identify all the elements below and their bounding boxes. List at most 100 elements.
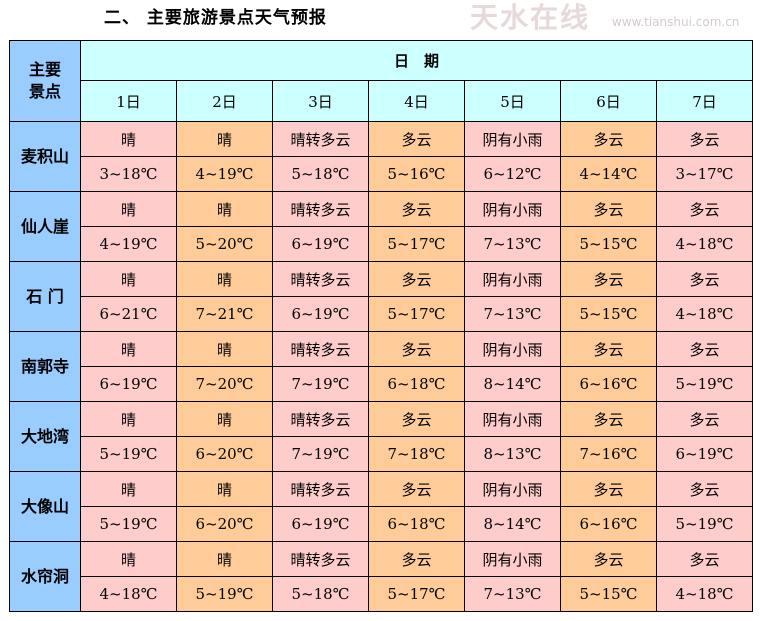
temp-row: 5~19℃ 6~20℃ 7~19℃ 7~18℃ 8~13℃ 7~16℃ 6~19℃ (10, 436, 753, 472)
temp-cell: 6~19℃ (272, 296, 369, 332)
temp-cell: 7~19℃ (272, 366, 369, 402)
weather-cell: 晴转多云 (272, 121, 369, 157)
weather-cell: 晴转多云 (272, 191, 369, 227)
temp-cell: 7~21℃ (176, 296, 273, 332)
weather-cell: 多云 (368, 261, 465, 297)
weather-cell: 多云 (656, 261, 753, 297)
day-header: 6日 (560, 80, 657, 122)
weather-row: 大像山晴晴晴转多云 多云 阴有小雨 多云 多云 (9, 471, 753, 542)
weather-cell: 多云 (368, 191, 465, 227)
watermark-logo: 天水在线 (470, 1, 591, 34)
temp-row: 3~18℃ 4~19℃ 5~18℃ 5~16℃ 6~12℃ 4~14℃ 3~17℃ (10, 156, 753, 192)
weather-cell: 多云 (656, 471, 753, 507)
temp-cell: 6~20℃ (176, 506, 273, 542)
temp-cell: 5~18℃ (272, 576, 369, 612)
weather-cell: 多云 (560, 541, 657, 577)
weather-cell: 多云 (368, 541, 465, 577)
day-header: 3日 (272, 80, 369, 122)
temp-cell: 6~19℃ (656, 436, 753, 472)
temp-cell: 5~19℃ (656, 366, 753, 402)
weather-cell: 多云 (368, 331, 465, 367)
page-title: 二、 主要旅游景点天气预报 (104, 8, 327, 28)
weather-cell: 晴转多云 (272, 471, 369, 507)
day-header: 4日 (368, 80, 465, 122)
weather-cell: 晴转多云 (272, 401, 369, 437)
weather-cell: 晴转多云 (272, 261, 369, 297)
temp-cell: 8~13℃ (464, 436, 561, 472)
weather-cell: 晴 (176, 471, 273, 507)
weather-row: 南郭寺晴晴晴转多云 多云 阴有小雨 多云 多云 (9, 331, 753, 402)
weather-cell: 晴 (80, 261, 177, 297)
weather-cell: 晴 (80, 471, 177, 507)
temp-cell: 3~18℃ (80, 156, 177, 192)
weather-cell: 晴 (176, 331, 273, 367)
temp-cell: 6~19℃ (272, 506, 369, 542)
weather-cell: 多云 (656, 401, 753, 437)
weather-row: 大地湾晴晴晴转多云 多云 阴有小雨 多云 多云 (9, 401, 753, 472)
weather-cell: 多云 (560, 121, 657, 157)
temp-cell: 6~19℃ (80, 366, 177, 402)
weather-cell: 多云 (368, 401, 465, 437)
temp-cell: 7~13℃ (464, 226, 561, 262)
weather-cell: 晴转多云 (272, 331, 369, 367)
temp-cell: 6~20℃ (176, 436, 273, 472)
temp-cell: 5~17℃ (368, 576, 465, 612)
temp-row: 6~21℃ 7~21℃ 6~19℃ 5~17℃ 7~13℃ 5~15℃ 4~18℃ (10, 296, 753, 332)
weather-cell: 多云 (560, 471, 657, 507)
temp-cell: 5~19℃ (80, 506, 177, 542)
weather-cell: 晴 (80, 401, 177, 437)
weather-cell: 晴 (80, 121, 177, 157)
weather-row: 仙人崖晴晴晴转多云 多云 阴有小雨 多云 多云 (9, 191, 753, 262)
temp-cell: 7~19℃ (272, 436, 369, 472)
temp-cell: 8~14℃ (464, 366, 561, 402)
forecast-table: 主要 景点 日 期 1日 2日 3日 4日 5日 6日 7日 麦积山晴晴晴转多云 多云 阴有小雨… (9, 40, 753, 612)
weather-row: 石 门晴晴晴转多云 多云 阴有小雨 多云 多云 (9, 261, 753, 332)
temp-cell: 7~16℃ (560, 436, 657, 472)
temp-cell: 5~19℃ (656, 506, 753, 542)
weather-cell: 多云 (560, 261, 657, 297)
temp-row: 4~18℃ 5~19℃ 5~18℃ 5~17℃ 7~13℃ 5~15℃ 4~18℃ (10, 576, 753, 612)
temp-cell: 6~19℃ (272, 226, 369, 262)
temp-cell: 5~19℃ (80, 436, 177, 472)
spot-name: 大地湾 (9, 401, 81, 472)
weather-cell: 阴有小雨 (464, 331, 561, 367)
weather-cell: 多云 (656, 121, 753, 157)
date-header: 日 期 (80, 40, 753, 81)
weather-cell: 多云 (656, 541, 753, 577)
temp-cell: 6~12℃ (464, 156, 561, 192)
weather-cell: 阴有小雨 (464, 191, 561, 227)
temp-cell: 4~18℃ (80, 576, 177, 612)
weather-cell: 多云 (560, 401, 657, 437)
temp-cell: 5~15℃ (560, 576, 657, 612)
spot-name: 大像山 (9, 471, 81, 542)
weather-cell: 晴 (80, 541, 177, 577)
header-row: 主要 景点 日 期 (9, 40, 753, 122)
day-header: 5日 (464, 80, 561, 122)
weather-cell: 多云 (368, 471, 465, 507)
watermark-url: www.tianshui.com.cn (612, 15, 740, 29)
temp-cell: 5~18℃ (272, 156, 369, 192)
temp-cell: 6~21℃ (80, 296, 177, 332)
weather-cell: 晴 (176, 121, 273, 157)
weather-cell: 晴 (176, 261, 273, 297)
temp-row: 4~19℃ 5~20℃ 6~19℃ 5~17℃ 7~13℃ 5~15℃ 4~18℃ (10, 226, 753, 262)
weather-cell: 多云 (656, 331, 753, 367)
weather-cell: 晴 (80, 331, 177, 367)
temp-cell: 6~16℃ (560, 366, 657, 402)
temp-cell: 4~18℃ (656, 226, 753, 262)
temp-row: 6~19℃ 7~20℃ 7~19℃ 6~18℃ 8~14℃ 6~16℃ 5~19℃ (10, 366, 753, 402)
temp-cell: 5~16℃ (368, 156, 465, 192)
temp-cell: 7~18℃ (368, 436, 465, 472)
weather-cell: 多云 (656, 191, 753, 227)
temp-cell: 4~19℃ (176, 156, 273, 192)
weather-cell: 多云 (560, 331, 657, 367)
temp-cell: 4~19℃ (80, 226, 177, 262)
weather-cell: 阴有小雨 (464, 121, 561, 157)
temp-cell: 4~18℃ (656, 296, 753, 332)
weather-cell: 晴 (176, 541, 273, 577)
temp-cell: 7~20℃ (176, 366, 273, 402)
temp-cell: 4~14℃ (560, 156, 657, 192)
temp-cell: 7~13℃ (464, 296, 561, 332)
day-header-row: 1日 2日 3日 4日 5日 6日 7日 (10, 80, 753, 122)
day-header: 1日 (80, 80, 177, 122)
